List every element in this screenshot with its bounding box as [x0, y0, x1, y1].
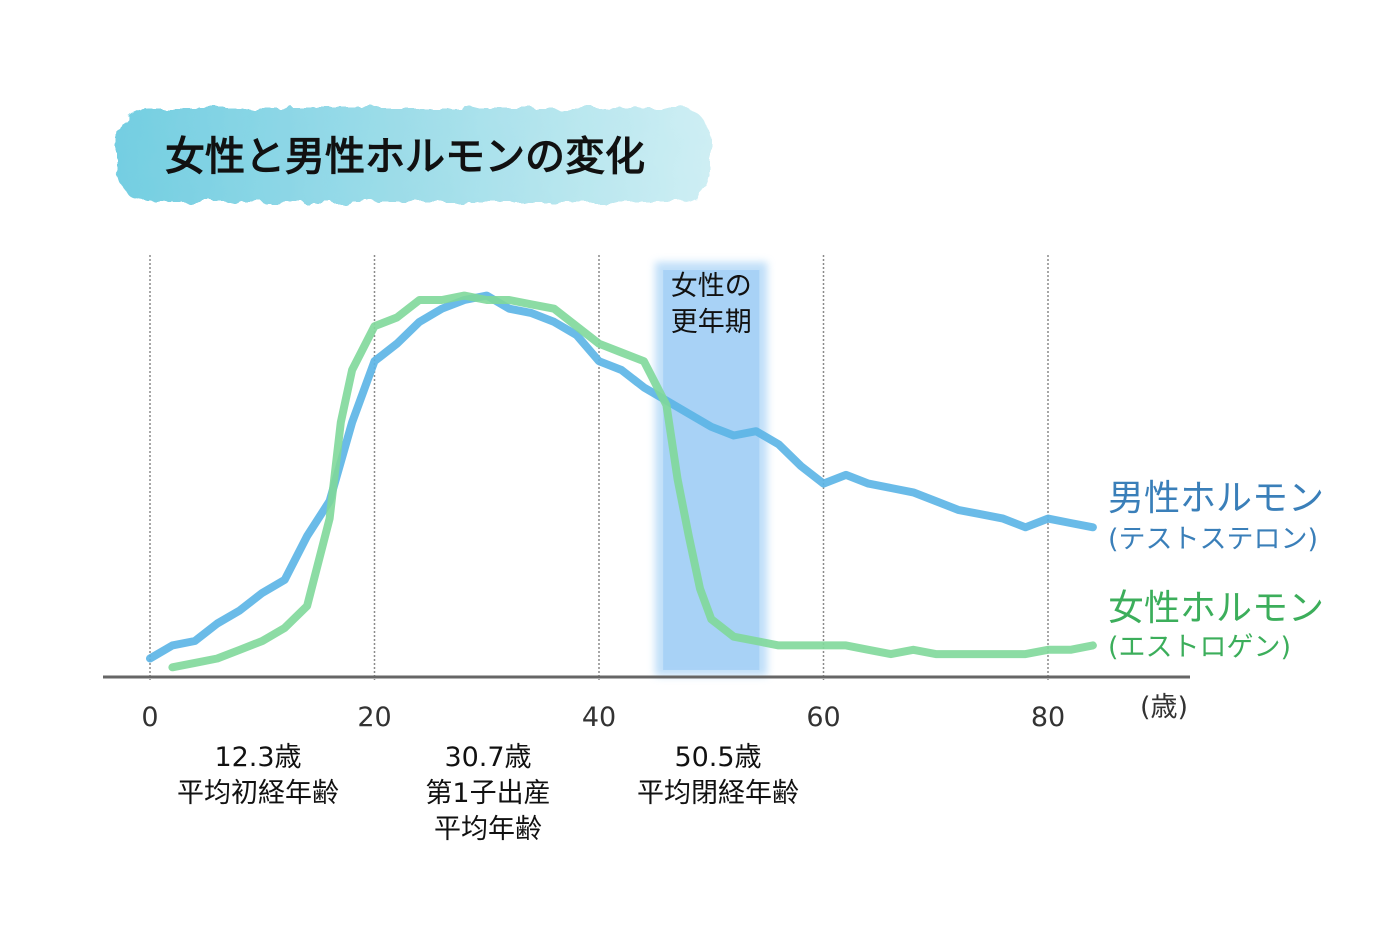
annotation-line: 平均閉経年齢 [637, 778, 799, 809]
male-hormone-label: 男性ホルモン [1108, 478, 1324, 519]
female-hormone-line [168, 291, 1097, 672]
x-tick-label: 60 [806, 702, 840, 733]
annotation-line: 平均年齢 [434, 814, 542, 845]
chart-title: 女性と男性ホルモンの変化 [165, 134, 645, 180]
female-hormone-label: 女性ホルモン [1108, 588, 1324, 629]
male-hormone-sublabel: (テストステロン) [1108, 524, 1318, 555]
x-axis-unit: (歳) [1140, 692, 1188, 723]
x-tick-label: 80 [1031, 702, 1065, 733]
title-background [118, 108, 710, 202]
x-tick-label: 0 [141, 702, 158, 733]
annotation-line: 12.3歳 [214, 742, 301, 773]
x-tick-label: 20 [357, 702, 391, 733]
annotation-line: 平均初経年齢 [177, 778, 339, 809]
band-label-line: 女性の [671, 271, 752, 302]
title-group: 女性と男性ホルモンの変化 [118, 108, 710, 202]
x-tick-label: 40 [582, 702, 616, 733]
annotation-line: 第1子出産 [425, 778, 550, 809]
annotation-line: 30.7歳 [444, 742, 531, 773]
male-hormone-line [146, 291, 1097, 663]
annotation-line: 50.5歳 [674, 742, 761, 773]
female-hormone-sublabel: (エストロゲン) [1108, 632, 1291, 663]
band-label-line: 更年期 [671, 307, 752, 338]
